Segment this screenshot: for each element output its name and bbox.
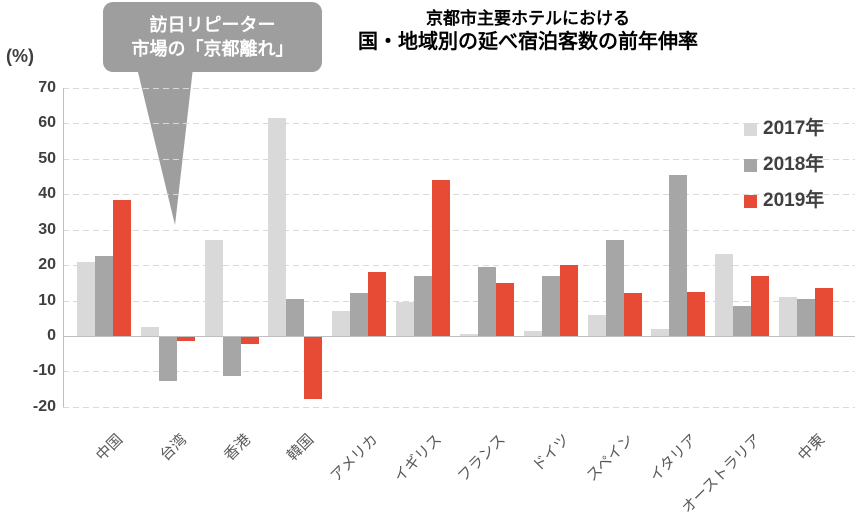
gridline [63,158,855,160]
chart-title-line1: 京都市主要ホテルにおける [426,9,630,28]
gridline [63,265,855,267]
bar-2018年-スペイン [605,240,624,336]
x-category-label: 中東 [795,431,829,465]
y-tick-label: 0 [47,327,56,344]
gridline [63,406,855,408]
bar-2018年-アメリカ [350,293,369,336]
legend-item-2017年: 2017年 [744,116,824,142]
bar-2019年-スペイン [623,293,642,336]
legend-swatch [744,158,757,172]
bar-2017年-ドイツ [523,330,542,336]
legend: 2017年 2018年 2019年 [744,116,824,224]
bar-2019年-韓国 [304,337,323,400]
y-tick-label: 10 [38,291,56,309]
x-category-label: アメリカ [327,431,382,486]
y-tick-label: 50 [38,149,56,167]
bar-2018年-台湾 [158,337,177,382]
y-axis-unit-label: (%) [6,46,34,66]
bar-2017年-オーストラリア [715,254,734,336]
bar-2019年-台湾 [176,337,195,341]
y-tick-label: -20 [32,397,56,415]
bar-2018年-香港 [222,337,241,376]
bar-2018年-中国 [95,256,113,336]
y-tick-label: 20 [38,256,56,274]
bar-2017年-中東 [779,297,798,336]
bar-2018年-フランス [477,266,496,336]
bar-2018年-ドイツ [541,275,560,336]
bar-2018年-韓国 [286,298,305,336]
y-tick-label: 40 [38,185,56,203]
bar-2017年-台湾 [140,327,159,336]
gridline [63,87,855,89]
x-category-label: フランス [454,431,510,486]
x-category-label: 中国 [92,431,127,465]
legend-label: 2019年 [763,190,825,211]
callout-line2: 市場の「京都離れ」 [131,39,294,59]
y-tick-label: -10 [32,362,56,380]
gridline [63,371,855,373]
bar-2019年-中国 [113,199,131,336]
bar-2019年-アメリカ [368,272,387,336]
callout-bubble: 訪日リピーター 市場の「京都離れ」 [103,2,322,72]
bar-2018年-イタリア [669,174,688,336]
bar-2018年-イギリス [414,275,433,336]
bar-2017年-香港 [204,240,223,336]
y-axis-line [63,87,64,407]
gridline [63,123,855,125]
bar-2017年-イギリス [396,302,415,336]
bar-2019年-オーストラリア [751,275,770,336]
x-category-label: イタリア [646,431,701,486]
legend-label: 2017年 [763,118,825,139]
x-category-label: 韓国 [284,431,318,465]
gridline [63,229,855,231]
bar-2017年-イタリア [651,328,670,336]
bar-2019年-フランス [495,282,514,336]
bar-2019年-イタリア [687,291,706,336]
chart-title: 京都市主要ホテルにおける 国・地域別の延べ宿泊客数の前年伸率 [198,8,858,54]
bar-2017年-韓国 [268,118,287,336]
y-tick-label: 70 [38,78,56,96]
bar-2017年-中国 [77,261,95,336]
bar-2019年-香港 [240,337,259,345]
bar-2019年-イギリス [432,180,451,336]
x-category-label: スペイン [583,431,637,485]
x-category-label: イギリス [390,431,446,486]
gridline [63,194,855,196]
bar-2019年-ドイツ [559,265,578,336]
bar-2018年-中東 [797,298,816,336]
legend-swatch [744,194,757,208]
bar-2017年-フランス [459,334,478,336]
legend-item-2018年: 2018年 [744,152,824,178]
bar-2017年-アメリカ [332,311,351,336]
x-axis-line [63,336,855,337]
x-category-label: 香港 [220,431,254,465]
bar-2019年-中東 [815,288,834,336]
legend-item-2019年: 2019年 [744,188,824,214]
legend-swatch [744,122,757,136]
callout-line1: 訪日リピーター [149,15,276,35]
legend-label: 2018年 [763,154,825,175]
bar-2018年-オーストラリア [733,305,752,336]
gridline [63,300,855,302]
y-tick-label: 30 [38,220,56,238]
x-category-label: ドイツ [529,431,573,475]
x-category-label: 台湾 [156,431,190,465]
chart-title-line2: 国・地域別の延べ宿泊客数の前年伸率 [358,31,698,53]
y-tick-label: 60 [38,114,56,132]
bar-2017年-スペイン [587,314,606,336]
